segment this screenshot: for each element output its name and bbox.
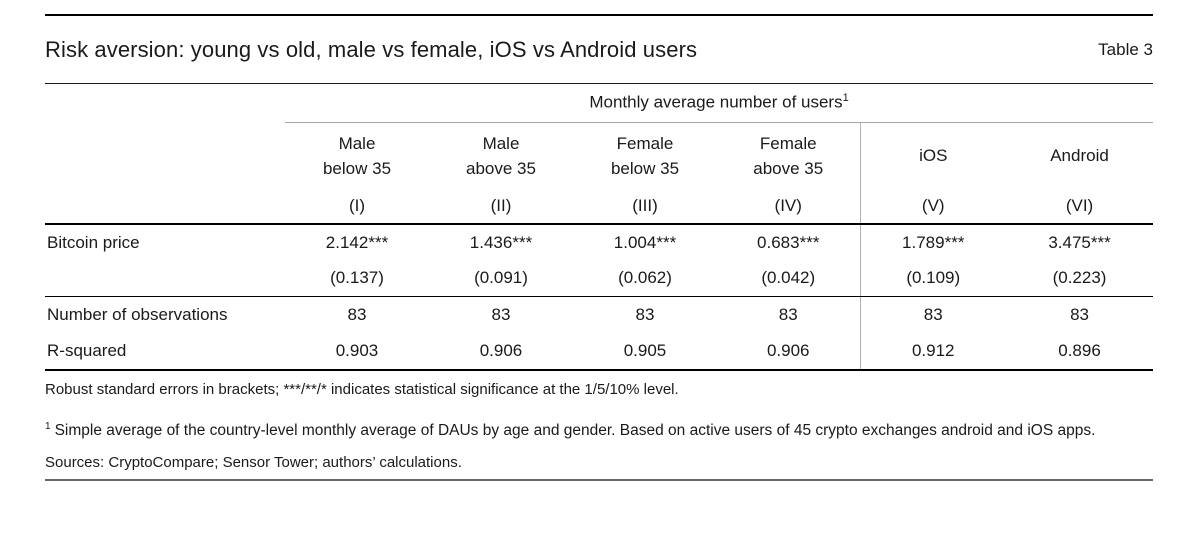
col-number-3: (III)	[573, 189, 717, 225]
col-number-6: (VI)	[1006, 189, 1154, 225]
col-number-5: (V)	[859, 189, 1006, 225]
table-number: Table 3	[1098, 39, 1153, 59]
cell-r2-5: 0.912	[859, 333, 1006, 371]
row-label	[45, 260, 285, 297]
title-row: Risk aversion: young vs old, male vs fem…	[45, 16, 1153, 84]
cell-se-5: (0.109)	[859, 260, 1006, 297]
col-number-1: (I)	[285, 189, 429, 225]
cell-coef-2: 1.436***	[469, 232, 533, 252]
cell-se-3: (0.062)	[573, 260, 717, 297]
col-header-female-below-35: Female below 35	[610, 133, 680, 178]
cell-obs-1: 83	[347, 304, 367, 324]
cell-obs-3: 83	[635, 304, 655, 324]
table-title: Risk aversion: young vs old, male vs fem…	[45, 36, 698, 62]
col-header-female-above-35: Female above 35	[753, 133, 824, 178]
stub-cell	[45, 189, 285, 225]
cell-coef-4: 0.683***	[757, 232, 820, 252]
cell-se-6: (0.223)	[1006, 260, 1154, 297]
column-number-row: (I) (II) (III) (IV) (V) (VI)	[45, 189, 1154, 225]
col-number-4: (IV)	[717, 189, 860, 225]
stub-cell	[45, 84, 285, 122]
cell-coef-5: 1.789***	[859, 224, 1006, 260]
cell-r2-2: 0.906	[429, 333, 573, 371]
row-r-squared: R-squared 0.903 0.906 0.905 0.906 0.912 …	[45, 333, 1154, 371]
cell-r2-1: 0.903	[285, 333, 429, 371]
cell-r2-6: 0.896	[1006, 333, 1154, 371]
cell-se-4: (0.042)	[717, 260, 860, 297]
row-bitcoin-price: Bitcoin price 2.142*** 1.436*** 1.004***…	[45, 224, 1153, 260]
row-label: Number of observations	[47, 304, 228, 324]
sources-line: Sources: CryptoCompare; Sensor Tower; au…	[45, 454, 462, 472]
cell-r2-4: 0.906	[717, 333, 860, 371]
row-label: R-squared	[45, 333, 285, 371]
span-header-cell: Monthly average number of users1	[285, 84, 1154, 123]
cell-se-1: (0.137)	[285, 260, 429, 297]
cell-coef-1: 2.142***	[325, 232, 389, 252]
row-label: Bitcoin price	[47, 232, 140, 252]
col-header-male-below-35: Male below 35	[322, 133, 392, 178]
cell-se-2: (0.091)	[429, 260, 573, 297]
significance-note: Robust standard errors in brackets; ***/…	[45, 381, 679, 398]
paper-page: Risk aversion: young vs old, male vs fem…	[0, 14, 1199, 551]
col-header-android: Android	[1050, 146, 1109, 166]
footnote-text: Simple average of the country-level mont…	[54, 422, 1096, 440]
cell-obs-4: 83	[778, 304, 798, 324]
bottom-rule	[45, 479, 1153, 482]
span-header-row: Monthly average number of users1	[45, 84, 1154, 123]
footnote-1: 1 Simple average of the country-level mon…	[45, 414, 1153, 444]
cell-obs-6: 83	[1070, 304, 1089, 324]
regression-results-table: Monthly average number of users1 Male be…	[45, 84, 1154, 371]
col-header-ios: iOS	[859, 122, 1006, 189]
cell-obs-2: 83	[491, 304, 511, 324]
cell-obs-5: 83	[859, 296, 1006, 333]
col-header-male-above-35: Male above 35	[466, 133, 536, 178]
top-rule	[45, 14, 1153, 16]
row-standard-errors: (0.137) (0.091) (0.062) (0.042) (0.109) …	[45, 260, 1154, 297]
span-header-footnote-marker: 1	[842, 92, 849, 105]
span-header-text: Monthly average number of users	[589, 93, 843, 113]
footnote-marker: 1	[45, 421, 51, 432]
cell-r2-3: 0.905	[573, 333, 717, 371]
row-observations: Number of observations 83 83 83 83 83 83	[45, 296, 1153, 333]
column-label-row: Male below 35 Male above 35 Female below…	[45, 122, 1153, 189]
cell-coef-3: 1.004***	[613, 232, 677, 252]
col-number-2: (II)	[429, 189, 573, 225]
cell-coef-6: 3.475***	[1048, 232, 1111, 252]
stub-cell	[45, 122, 285, 189]
